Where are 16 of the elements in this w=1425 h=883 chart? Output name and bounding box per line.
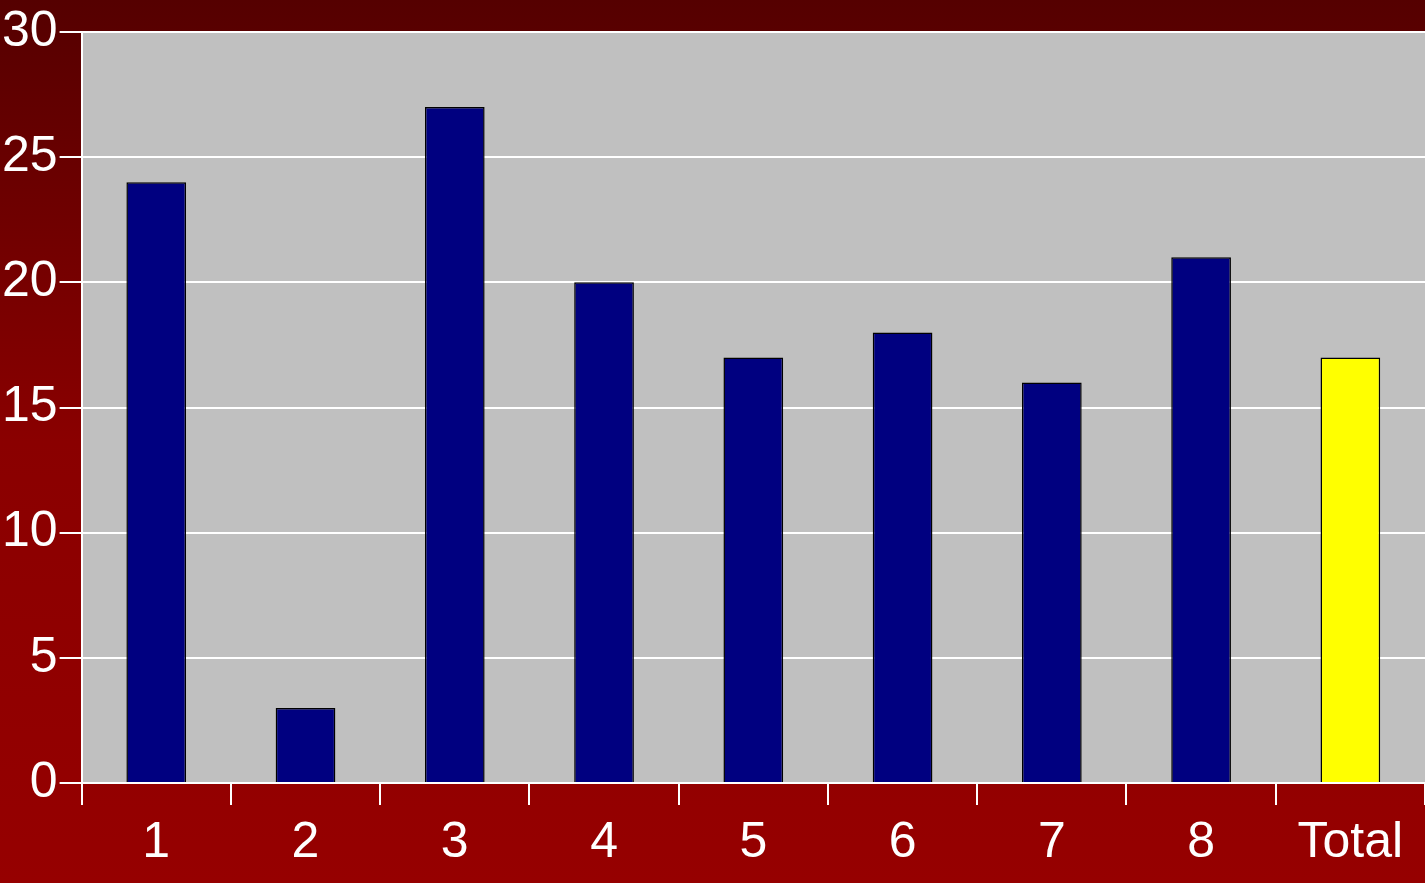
x-tick-label: 6 (888, 811, 917, 868)
y-tick-label: 30 (1, 0, 58, 57)
x-tick-label: Total (1297, 811, 1404, 868)
x-tick-label: 4 (590, 811, 618, 868)
x-tick-label: 7 (1037, 811, 1066, 868)
y-tick-label: 25 (1, 125, 58, 182)
y-tick-label: 20 (1, 251, 58, 308)
x-tick-label: 2 (291, 811, 320, 868)
y-tick-label: 15 (1, 376, 58, 433)
x-tick-label: 3 (440, 811, 469, 868)
y-tick-label: 5 (29, 626, 58, 683)
x-tick-label: 8 (1187, 811, 1216, 868)
y-tick-label: 0 (29, 751, 58, 808)
y-tick-label: 10 (1, 501, 58, 558)
x-tick-label: 5 (739, 811, 768, 868)
x-tick-label: 1 (142, 811, 171, 868)
